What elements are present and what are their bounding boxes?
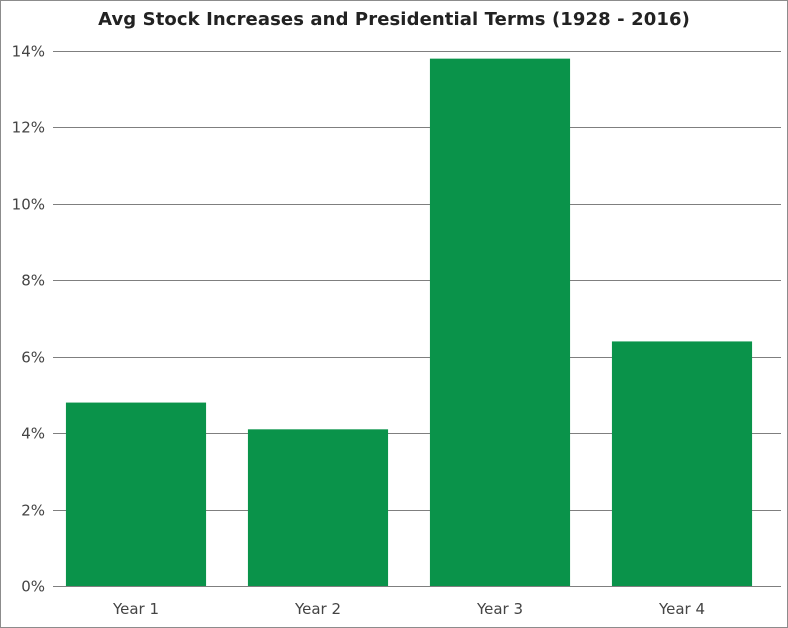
y-tick-label: 8% [21,272,45,290]
chart-title: Avg Stock Increases and Presidential Ter… [98,9,690,30]
y-axis-tick-labels: 0% 2% 4% 6% 8% 10% 12% 14% [12,43,45,596]
y-tick-label: 14% [12,43,45,61]
bars [65,58,753,586]
bar [247,429,389,586]
x-tick-label: Year 1 [112,600,159,618]
y-tick-label: 2% [21,502,45,520]
y-tick-label: 6% [21,349,45,367]
bar [65,402,207,586]
y-tick-label: 12% [12,119,45,137]
x-tick-label: Year 2 [294,600,341,618]
y-tick-label: 10% [12,196,45,214]
bar [429,58,571,586]
x-tick-label: Year 4 [658,600,705,618]
x-axis-tick-labels: Year 1 Year 2 Year 3 Year 4 [112,600,705,618]
y-tick-label: 0% [21,578,45,596]
x-tick-label: Year 3 [476,600,523,618]
y-tick-label: 4% [21,425,45,443]
bar [611,341,753,586]
